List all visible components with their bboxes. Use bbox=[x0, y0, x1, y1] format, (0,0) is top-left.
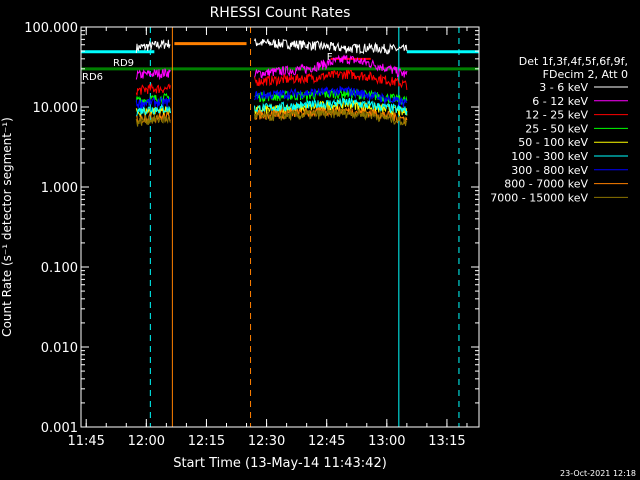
legend-entry-5: 100 - 300 keV bbox=[511, 150, 588, 163]
legend-entry-7: 800 - 7000 keV bbox=[504, 178, 588, 191]
series-line-1 bbox=[135, 54, 408, 81]
series-lines bbox=[135, 38, 408, 127]
legend-entry-8: 7000 - 15000 keV bbox=[490, 191, 588, 204]
x-tick-label-2: 12:15 bbox=[188, 434, 225, 449]
legend-header-0: Det 1f,3f,4f,5f,6f,9f, bbox=[519, 55, 628, 68]
x-tick-label-5: 13:00 bbox=[368, 434, 405, 449]
x-tick-label-4: 12:45 bbox=[308, 434, 345, 449]
annotation-rd9: RD9 bbox=[113, 58, 134, 69]
chart-title: RHESSI Count Rates bbox=[210, 5, 351, 21]
legend-entry-1: 6 - 12 keV bbox=[532, 95, 588, 108]
series-line-0 bbox=[135, 38, 408, 55]
x-ticks: 11:45 12:00 12:15 12:30 12:45 13:00 13:15 bbox=[67, 27, 468, 449]
series-line-2 bbox=[135, 69, 408, 96]
x-tick-label-0: 11:45 bbox=[67, 434, 104, 449]
legend: Det 1f,3f,4f,5f,6f,9f,FDecim 2, Att 03 -… bbox=[490, 55, 628, 204]
legend-entry-4: 50 - 100 keV bbox=[518, 136, 588, 149]
plot-frame bbox=[80, 26, 480, 428]
y-tick-label-4: 0.010 bbox=[41, 341, 78, 356]
y-tick-label-0: 100.000 bbox=[24, 21, 78, 36]
time-bands bbox=[80, 27, 479, 427]
annotations: RD9 RD6 F bbox=[82, 52, 333, 83]
x-tick-label-1: 12:00 bbox=[128, 434, 165, 449]
annotation-flare: F bbox=[327, 52, 333, 63]
x-tick-label-6: 13:15 bbox=[428, 434, 465, 449]
series-line-5 bbox=[135, 97, 408, 117]
y-axis-label: Count Rate (s⁻¹ detector segment⁻¹) bbox=[0, 117, 14, 337]
series-line-6 bbox=[135, 85, 408, 110]
y-tick-label-2: 1.000 bbox=[41, 181, 78, 196]
x-axis-label: Start Time (13-May-14 11:43:42) bbox=[173, 456, 387, 471]
y-tick-label-3: 0.100 bbox=[41, 261, 78, 276]
series-line-8 bbox=[135, 107, 408, 127]
legend-header-1: FDecim 2, Att 0 bbox=[543, 68, 628, 81]
x-tick-label-3: 12:30 bbox=[248, 434, 285, 449]
legend-entry-2: 12 - 25 keV bbox=[525, 109, 588, 122]
y-tick-label-5: 0.001 bbox=[41, 421, 78, 436]
y-tick-label-1: 10.000 bbox=[33, 101, 79, 116]
y-ticks: 100.000 10.000 1.000 0.100 0.010 0.001 bbox=[24, 21, 479, 436]
legend-entry-3: 25 - 50 keV bbox=[525, 122, 588, 135]
legend-entry-6: 300 - 800 keV bbox=[511, 164, 588, 177]
legend-entry-0: 3 - 6 keV bbox=[539, 81, 588, 94]
footer-timestamp: 23-Oct-2021 12:18 bbox=[560, 469, 636, 478]
annotation-rd6: RD6 bbox=[82, 72, 103, 83]
